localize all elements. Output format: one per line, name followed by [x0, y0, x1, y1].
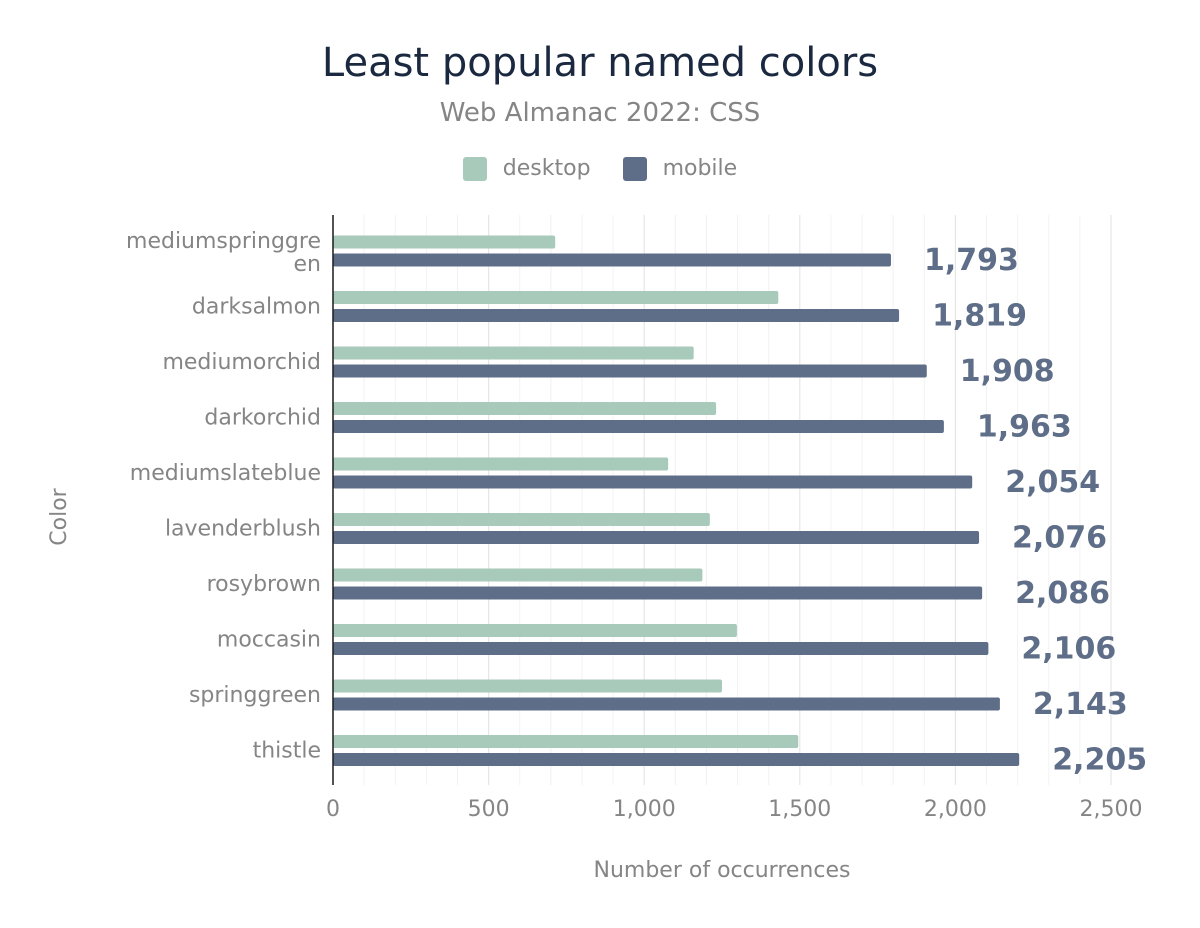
category-label-thistle: thistle: [253, 739, 321, 764]
x-tick-label-2500: 2,500: [1080, 797, 1143, 822]
bar-mobile-thistle: [333, 753, 1020, 766]
legend-label-desktop: desktop: [502, 156, 591, 181]
category-label-rosybrown: rosybrown: [207, 572, 321, 597]
category-label-mediumslateblue: mediumslateblue: [130, 461, 321, 486]
bar-mobile-lavenderblush: [333, 531, 980, 544]
bar-desktop-thistle: [333, 735, 799, 748]
category-label-springgreen: springgreen: [189, 683, 321, 708]
bar-desktop-darksalmon: [333, 291, 779, 304]
legend: desktop mobile: [0, 156, 1200, 181]
x-tick-label-500: 500: [468, 797, 510, 822]
bar-desktop-mediumspringgreen: [333, 235, 556, 249]
x-tick-label-1500: 1,500: [768, 797, 831, 822]
bar-mobile-mediumorchid: [333, 364, 927, 378]
bar-desktop-lavenderblush: [333, 513, 710, 526]
x-tick-label-2000: 2,000: [924, 797, 987, 822]
value-label-springgreen: 2,143: [1033, 687, 1128, 722]
legend-label-mobile: mobile: [662, 156, 738, 181]
category-label-darkorchid: darkorchid: [204, 406, 321, 431]
value-label-rosybrown: 2,086: [1015, 576, 1110, 611]
bar-desktop-mediumorchid: [333, 346, 694, 360]
y-axis-title: Color: [47, 487, 72, 545]
legend-swatch-mobile: [622, 156, 647, 181]
chart-title: Least popular named colors: [321, 40, 879, 86]
x-tick-label-0: 0: [326, 797, 340, 822]
chart-subtitle: Web Almanac 2022: CSS: [439, 98, 761, 128]
category-label-darksalmon: darksalmon: [192, 295, 321, 320]
bar-mobile-springgreen: [333, 697, 1000, 711]
value-label-thistle: 2,205: [1052, 743, 1147, 778]
bar-desktop-darkorchid: [333, 402, 717, 415]
value-label-moccasin: 2,106: [1021, 632, 1116, 667]
bar-desktop-mediumslateblue: [333, 457, 669, 471]
legend-item-mobile[interactable]: mobile: [622, 156, 738, 181]
bar-mobile-rosybrown: [333, 586, 983, 600]
bar-desktop-springgreen: [333, 679, 722, 693]
bar-mobile-mediumspringgreen: [333, 253, 891, 267]
bar-desktop-moccasin: [333, 624, 737, 637]
category-label-lavenderblush: lavenderblush: [165, 517, 321, 542]
category-label-mediumorchid: mediumorchid: [162, 350, 321, 375]
value-label-mediumspringgreen: 1,793: [924, 243, 1019, 278]
value-label-darkorchid: 1,963: [977, 410, 1072, 445]
category-label-mediumspringgreen-line-1: mediumspringgre: [126, 229, 321, 254]
category-label-mediumspringgreen-line-2: en: [294, 252, 321, 277]
bar-mobile-moccasin: [333, 642, 989, 655]
value-label-darksalmon: 1,819: [932, 299, 1027, 334]
x-tick-label-1000: 1,000: [613, 797, 676, 822]
category-label-moccasin: moccasin: [217, 628, 321, 653]
bar-mobile-mediumslateblue: [333, 475, 973, 489]
legend-swatch-desktop: [462, 156, 487, 181]
value-label-lavenderblush: 2,076: [1012, 521, 1107, 556]
value-label-mediumslateblue: 2,054: [1005, 465, 1100, 500]
bar-desktop-rosybrown: [333, 568, 703, 582]
value-label-mediumorchid: 1,908: [960, 354, 1055, 389]
bar-mobile-darksalmon: [333, 309, 900, 322]
legend-item-desktop[interactable]: desktop: [462, 156, 591, 181]
bar-mobile-darkorchid: [333, 420, 944, 433]
x-axis-title: Number of occurrences: [594, 858, 851, 883]
